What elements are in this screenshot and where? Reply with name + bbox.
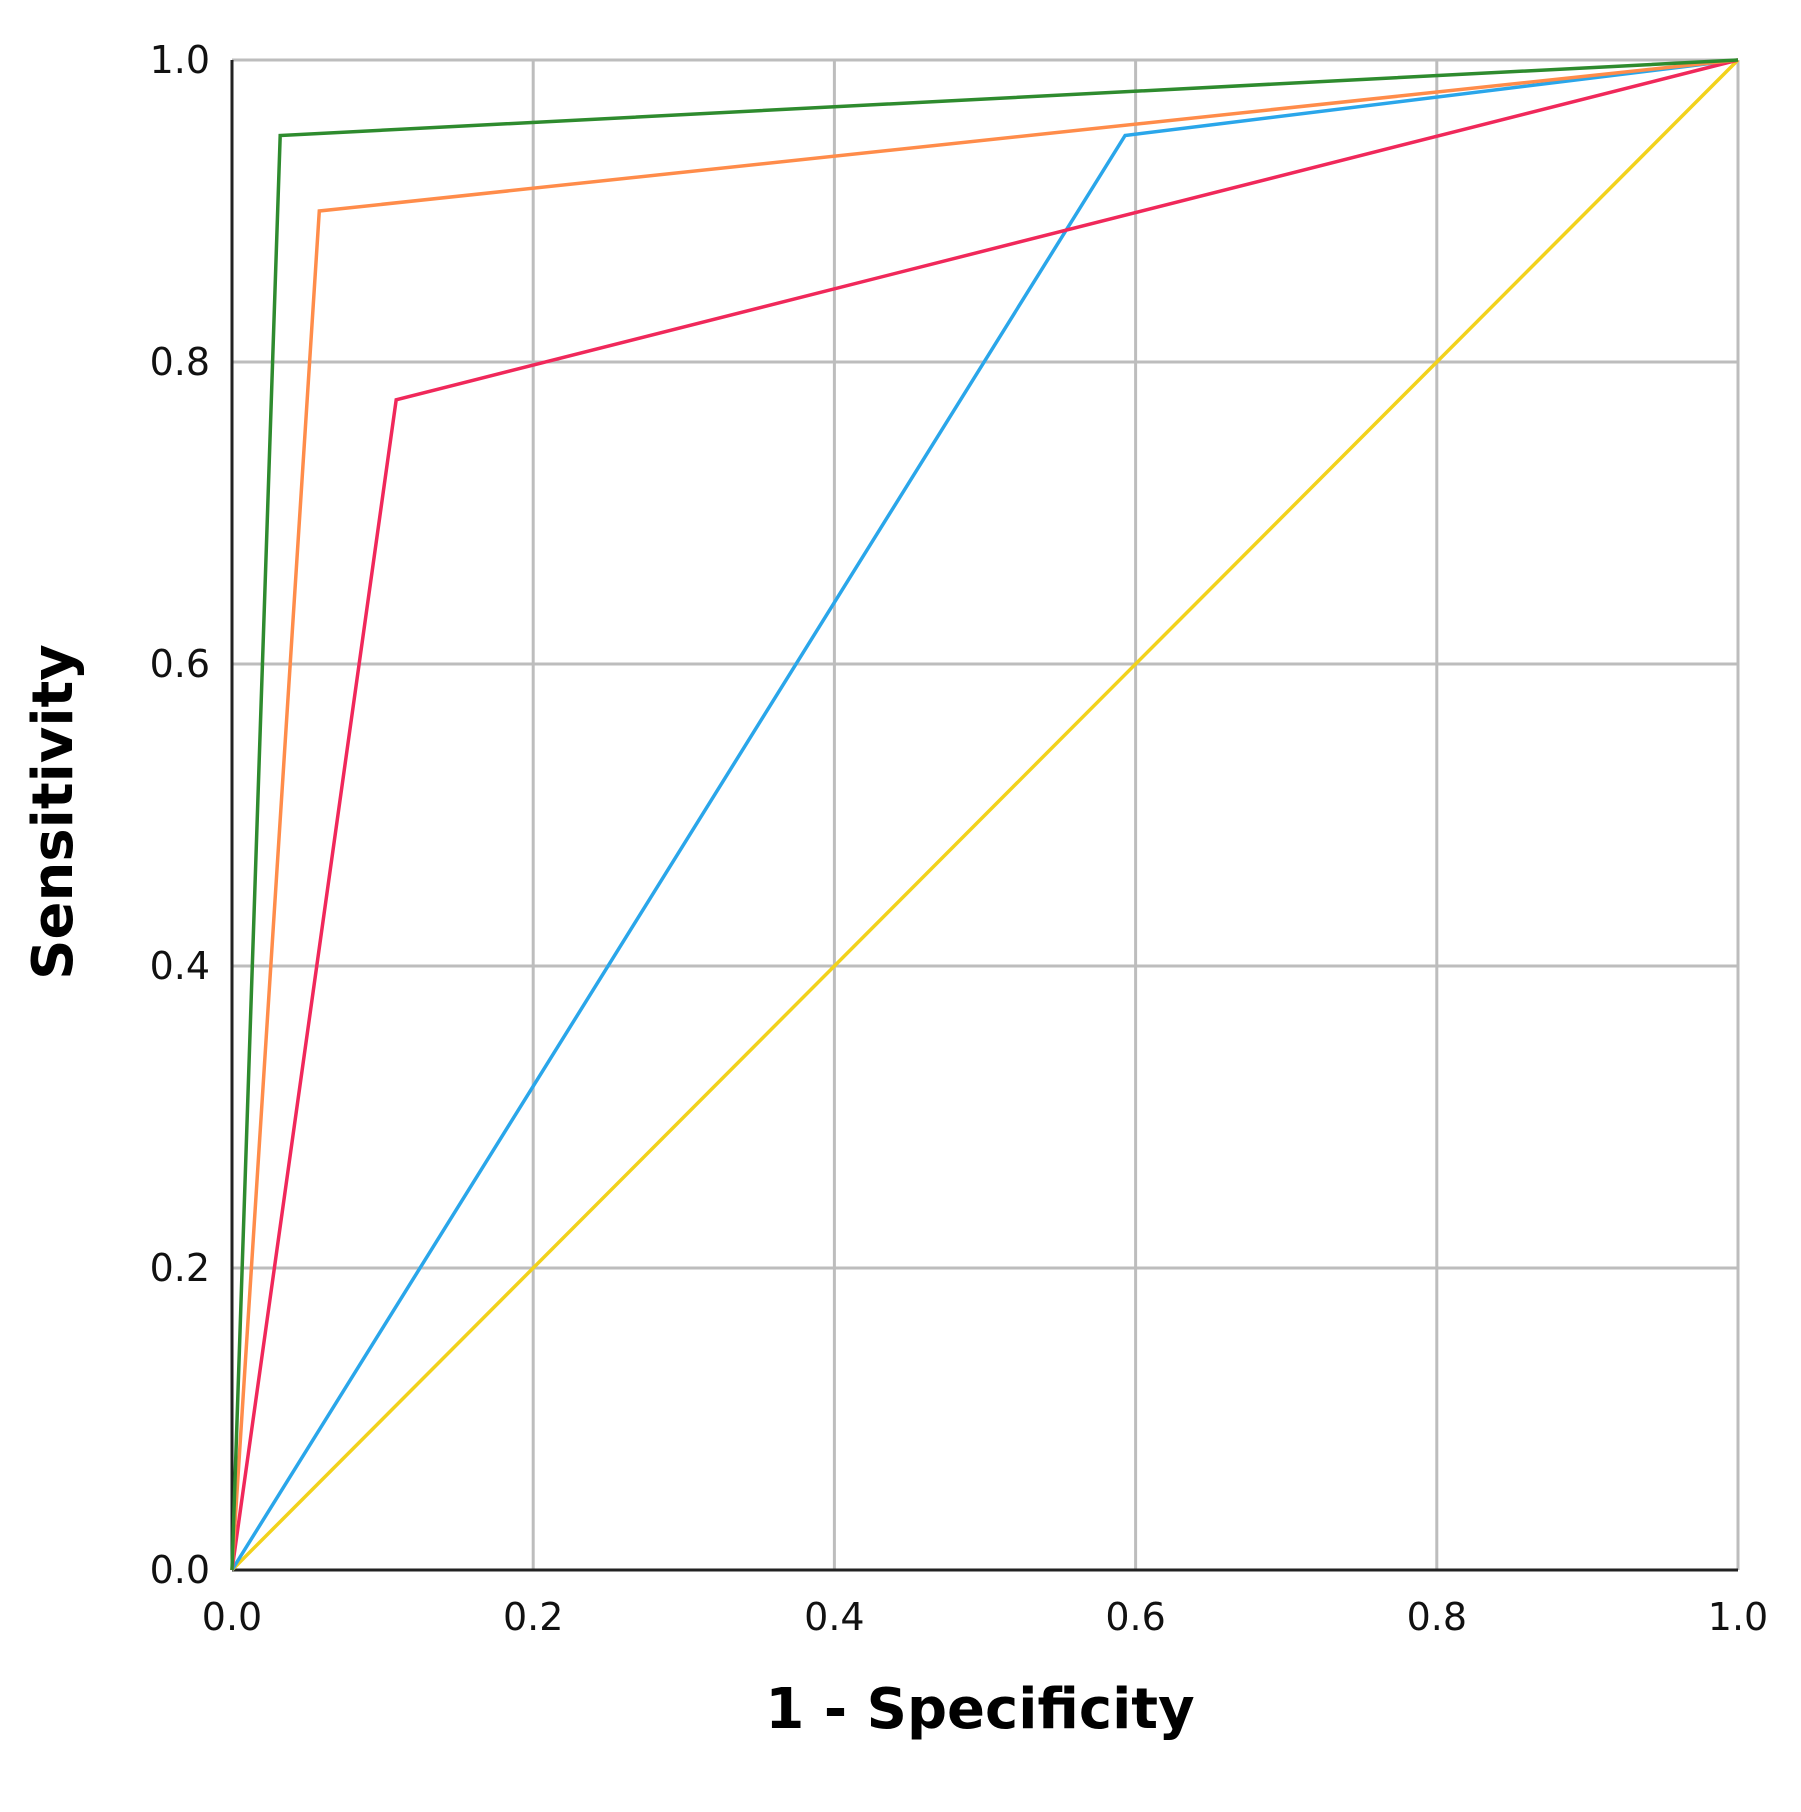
roc-curve-3 <box>230 58 1739 1571</box>
series-lines <box>230 58 1740 1572</box>
y-tick-label: 0.0 <box>150 1548 210 1592</box>
x-axis-title: 1 - Specificity <box>765 1677 1194 1742</box>
roc-curve-1 <box>230 58 1739 1571</box>
x-tick-label: 1.0 <box>1708 1595 1768 1639</box>
roc-curve-0 <box>230 58 1739 1571</box>
x-tick-label: 0.6 <box>1105 1595 1165 1639</box>
y-tick-label: 0.2 <box>150 1246 210 1290</box>
x-tick-label: 0.0 <box>202 1595 262 1639</box>
y-tick-label: 0.6 <box>150 642 210 686</box>
y-tick-label: 1.0 <box>150 38 210 82</box>
tick-labels: 0.0 0.2 0.4 0.6 0.8 1.0 0.0 0.2 0.4 0.6 0.8 1.0 <box>150 38 1769 1639</box>
axes <box>230 60 1738 1572</box>
x-tick-label: 0.8 <box>1407 1595 1467 1639</box>
roc-curve-4 <box>230 58 1740 1572</box>
y-tick-label: 0.8 <box>150 340 210 384</box>
roc-curve-2 <box>230 58 1739 1571</box>
y-tick-label: 0.4 <box>150 944 210 988</box>
x-tick-label: 0.4 <box>804 1595 864 1639</box>
x-tick-label: 0.2 <box>503 1595 563 1639</box>
y-axis-title: Sensitivity <box>21 644 86 980</box>
